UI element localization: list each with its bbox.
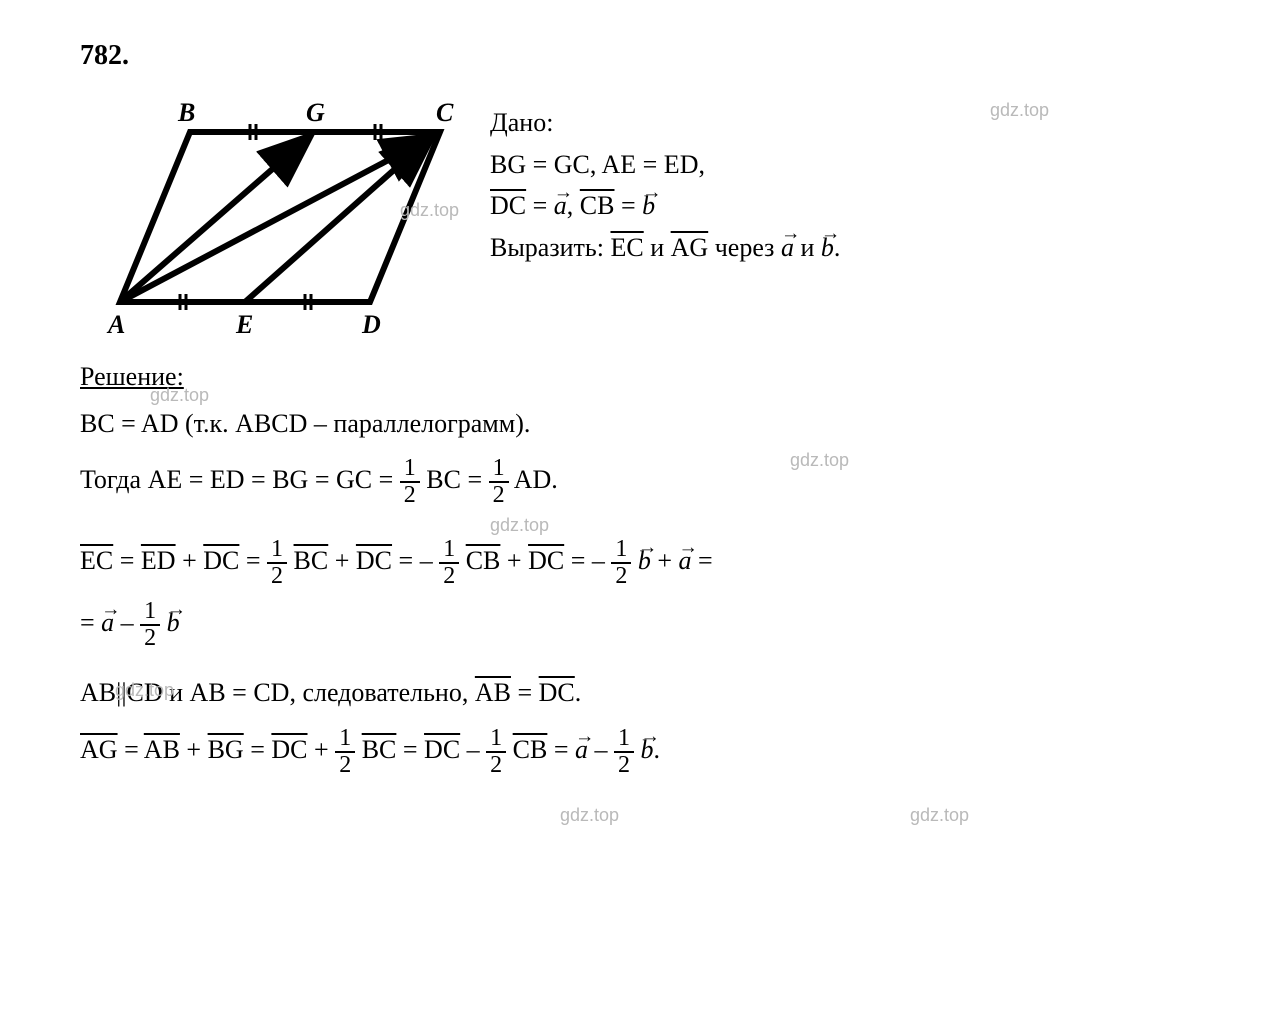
given-ae-ed: AE = ED,: [601, 150, 704, 179]
s2-pre: Тогда AE = ED = BG = GC =: [80, 465, 400, 494]
s3-plus: +: [176, 546, 204, 575]
sol-line4: = a – 12 b: [80, 599, 1200, 651]
diagram-svg: [80, 92, 480, 352]
s3-dc: DC: [203, 546, 239, 575]
given-line3: Выразить: EC и AG через a и b.: [490, 227, 1200, 269]
hd9: 2: [614, 753, 634, 778]
s3-dc3: DC: [528, 546, 564, 575]
s6-cb: CB: [513, 735, 548, 764]
s6-plus: +: [180, 735, 208, 764]
given-block: Дано: BG = GC, AE = ED, DC = a, CB = b В…: [490, 92, 1200, 268]
given-heading: Дано:: [490, 102, 1200, 144]
half-den2: 2: [489, 483, 509, 508]
sol-line1: BC = AD (т.к. ABCD – параллелограмм).: [80, 402, 1200, 446]
given-bg-gc: BG = GC,: [490, 150, 596, 179]
problem-number: 782.: [80, 40, 1200, 72]
hn8: 1: [486, 726, 506, 753]
hd3: 2: [267, 564, 287, 589]
sol-line5: AB||CD и AB = CD, следовательно, AB = DC…: [80, 671, 1200, 715]
s6-ab: AB: [144, 735, 180, 764]
s3-eq4: = –: [564, 546, 611, 575]
solution-body: BC = AD (т.к. ABCD – параллелограмм). То…: [80, 402, 1200, 778]
s3-bc: BC: [294, 546, 329, 575]
s3-plus2: +: [328, 546, 356, 575]
half-num2: 1: [489, 456, 509, 483]
vec-a2: a: [781, 233, 794, 262]
s3-eq: =: [113, 546, 141, 575]
s6-eq2: =: [244, 735, 272, 764]
s2-bc: BC =: [420, 465, 489, 494]
s4-a: a: [101, 608, 114, 637]
s6-eq4: =: [547, 735, 575, 764]
eq2: =: [614, 191, 642, 220]
s5-dc: DC: [539, 678, 575, 707]
hn6: 1: [140, 599, 160, 626]
s6-bc: BC: [362, 735, 397, 764]
label-C: C: [436, 98, 453, 128]
label-G: G: [306, 98, 325, 128]
half-den: 2: [400, 483, 420, 508]
s6-a: a: [575, 735, 588, 764]
s5-ab: AB: [475, 678, 511, 707]
s6-eq: =: [118, 735, 144, 764]
s5-text: AB||CD и AB = CD, следовательно,: [80, 678, 475, 707]
hn7: 1: [335, 726, 355, 753]
given-line1: BG = GC, AE = ED,: [490, 144, 1200, 186]
s3-plus3: +: [500, 546, 528, 575]
label-E: E: [236, 310, 253, 340]
s5-eq: =: [511, 678, 539, 707]
s4-b: b: [167, 608, 180, 637]
label-A: A: [108, 310, 125, 340]
s6-bg: BG: [208, 735, 244, 764]
s4-eq: =: [80, 608, 101, 637]
sol-line2: Тогда AE = ED = BG = GC = 12 BC = 12 AD.: [80, 456, 1200, 508]
s6-dc: DC: [271, 735, 307, 764]
label-D: D: [362, 310, 381, 340]
hd4: 2: [439, 564, 459, 589]
hn4: 1: [439, 537, 459, 564]
vec-CB: CB: [580, 191, 615, 220]
vec-EC: EC: [610, 233, 643, 262]
s6-minus: –: [460, 735, 486, 764]
s3-ed: ED: [141, 546, 176, 575]
hd7: 2: [335, 753, 355, 778]
vec-DC: DC: [490, 191, 526, 220]
through: через: [708, 233, 781, 262]
vec-b: b: [642, 191, 655, 220]
hn3: 1: [267, 537, 287, 564]
vec-a: a: [554, 191, 567, 220]
hn9: 1: [614, 726, 634, 753]
vec-b2: b: [821, 233, 834, 262]
hd6: 2: [140, 626, 160, 651]
parallelogram-diagram: A B C D E G: [80, 92, 460, 352]
hn5: 1: [611, 537, 631, 564]
s6-ag: AG: [80, 735, 118, 764]
s3-b: b: [638, 546, 651, 575]
s3-ec: EC: [80, 546, 113, 575]
and1: и: [644, 233, 671, 262]
s3-eq3: = –: [392, 546, 439, 575]
s3-eq2: =: [239, 546, 267, 575]
s6-dc2: DC: [424, 735, 460, 764]
top-row: A B C D E G Дано: BG = GC, AE = ED, DC =…: [80, 92, 1200, 352]
s3-dc2: DC: [356, 546, 392, 575]
hd5: 2: [611, 564, 631, 589]
sol-line6: AG = AB + BG = DC + 12 BC = DC – 12 CB =…: [80, 726, 1200, 778]
s6-plus2: +: [308, 735, 336, 764]
s3-a: a: [679, 546, 692, 575]
given-line2: DC = a, CB = b: [490, 185, 1200, 227]
hd8: 2: [486, 753, 506, 778]
s6-eq3: =: [396, 735, 424, 764]
s6-b: b: [641, 735, 654, 764]
half-num: 1: [400, 456, 420, 483]
eq1: =: [526, 191, 554, 220]
express-label: Выразить:: [490, 233, 610, 262]
label-B: B: [178, 98, 195, 128]
s5-dot: .: [575, 678, 582, 707]
vec-AG: AG: [671, 233, 709, 262]
sol-line3: EC = ED + DC = 12 BC + DC = – 12 CB + DC…: [80, 537, 1200, 589]
solution-title: Решение:: [80, 362, 1200, 392]
s2-ad: AD.: [509, 465, 558, 494]
s3-cb: CB: [466, 546, 501, 575]
